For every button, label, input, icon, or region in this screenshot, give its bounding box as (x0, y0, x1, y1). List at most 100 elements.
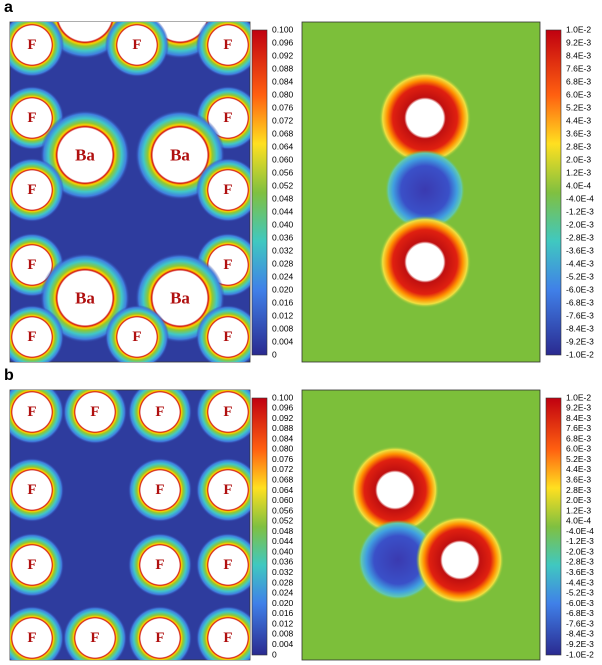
colorbar-label: 6.8E-3 (566, 76, 591, 86)
colorbar-label: 1.0E-2 (566, 392, 591, 402)
colorbar-label: 0.032 (272, 245, 294, 255)
atom-label: F (27, 404, 36, 420)
colorbar-label: 0.004 (272, 336, 294, 346)
density-blob (358, 520, 438, 600)
colorbar-label: -6.8E-3 (566, 297, 594, 307)
atom-halo (10, 158, 64, 222)
atom-label: F (27, 37, 36, 53)
atom-label: F (27, 329, 36, 345)
atom-label: F (27, 630, 36, 646)
atom-label: F (223, 630, 232, 646)
density-blob (416, 516, 504, 604)
colorbar (545, 397, 562, 656)
atom-halo (10, 458, 64, 522)
colorbar-label: -2.8E-3 (566, 232, 594, 242)
atom-label: Ba (75, 289, 95, 308)
colorbar (251, 397, 268, 656)
colorbar-label: -4.0E-4 (566, 193, 594, 203)
colorbar-label: 0.040 (272, 546, 294, 556)
atom-label: F (27, 482, 36, 498)
atom-halo (196, 533, 250, 597)
colorbar-label: 1.0E-2 (566, 24, 591, 34)
atom-label: F (155, 630, 164, 646)
colorbar-label: 0 (272, 349, 277, 359)
colorbar-label: 6.0E-3 (566, 89, 591, 99)
colorbar-label: 0.004 (272, 639, 294, 649)
atom-label: Ba (170, 146, 190, 165)
colorbar-label: -1.2E-3 (566, 536, 594, 546)
colorbar-label: 0.092 (272, 50, 294, 60)
colorbar-label: 0 (272, 649, 277, 659)
atom-halo (10, 22, 64, 77)
colorbar-label: 0.080 (272, 89, 294, 99)
colorbar-label: 5.2E-3 (566, 454, 591, 464)
density-blob (351, 446, 439, 534)
colorbar-label: -2.0E-3 (566, 546, 594, 556)
colorbar-label: 3.6E-3 (566, 128, 591, 138)
atom-label: F (90, 404, 99, 420)
atom-halo (40, 253, 130, 343)
colorbar-label: -1.0E-2 (566, 349, 594, 359)
atom-halo (105, 22, 169, 77)
atom-halo (105, 305, 169, 362)
atom-label: Ba (75, 146, 95, 165)
colorbar-label: 0.072 (272, 115, 294, 125)
density-blob (379, 216, 471, 308)
colorbar-label: -6.0E-3 (566, 284, 594, 294)
colorbar-label: 2.8E-3 (566, 141, 591, 151)
colorbar-label: -2.0E-3 (566, 219, 594, 229)
colorbar-label: 0.012 (272, 310, 294, 320)
atom-halo (10, 390, 64, 444)
colorbar-label: -5.2E-3 (566, 588, 594, 598)
colorbar-label: -7.6E-3 (566, 310, 594, 320)
colorbar-label: -8.4E-3 (566, 323, 594, 333)
atom-halo (196, 606, 250, 660)
atom-halo (196, 458, 250, 522)
colorbar-label: 0.096 (272, 403, 294, 413)
colorbar-label: 2.0E-3 (566, 154, 591, 164)
colorbar-label: 0.016 (272, 297, 294, 307)
atom-halo (128, 390, 192, 444)
atom-label: F (223, 37, 232, 53)
atom-halo (10, 533, 64, 597)
atom-label: F (223, 557, 232, 573)
colorbar-label: 2.0E-3 (566, 495, 591, 505)
colorbar-label: 0.028 (272, 577, 294, 587)
colorbar-label: 0.096 (272, 37, 294, 47)
colorbar-label: 6.0E-3 (566, 444, 591, 454)
colorbar-label: 0.076 (272, 454, 294, 464)
atom-label: F (223, 257, 232, 273)
colorbar-label: 0.080 (272, 444, 294, 454)
atom-halo (196, 158, 250, 222)
atom-label: F (27, 557, 36, 573)
atom-halo (10, 606, 64, 660)
atom-label: Ba (170, 289, 190, 308)
atom-halo (40, 110, 130, 200)
atom-label: F (27, 257, 36, 273)
colorbar-label: 0.036 (272, 232, 294, 242)
colorbar-label: 0.060 (272, 495, 294, 505)
colorbar-label: -4.4E-3 (566, 577, 594, 587)
colorbar-label: 0.056 (272, 167, 294, 177)
colorbar-label: 0.008 (272, 629, 294, 639)
colorbar-label: -9.2E-3 (566, 336, 594, 346)
colorbar-label: 0.020 (272, 284, 294, 294)
colorbar (251, 29, 268, 356)
atom-halo (128, 533, 192, 597)
atom-halo (128, 606, 192, 660)
atoms: F F F F F Ba Ba F F F F Ba Ba F F F (10, 22, 250, 362)
atom-label: F (223, 182, 232, 198)
colorbar-label: 0.052 (272, 180, 294, 190)
colorbar-label: -2.8E-3 (566, 557, 594, 567)
colorbar-label: 2.8E-3 (566, 485, 591, 495)
panel-label: b (4, 367, 14, 384)
colorbar-label: 9.2E-3 (566, 403, 591, 413)
colorbar-label: -5.2E-3 (566, 271, 594, 281)
colorbar-label: 1.2E-3 (566, 167, 591, 177)
colorbar-label: 5.2E-3 (566, 102, 591, 112)
colorbar-label: 8.4E-3 (566, 413, 591, 423)
colorbar (545, 29, 562, 356)
atom-label: F (27, 182, 36, 198)
colorbar-label: -9.2E-3 (566, 639, 594, 649)
